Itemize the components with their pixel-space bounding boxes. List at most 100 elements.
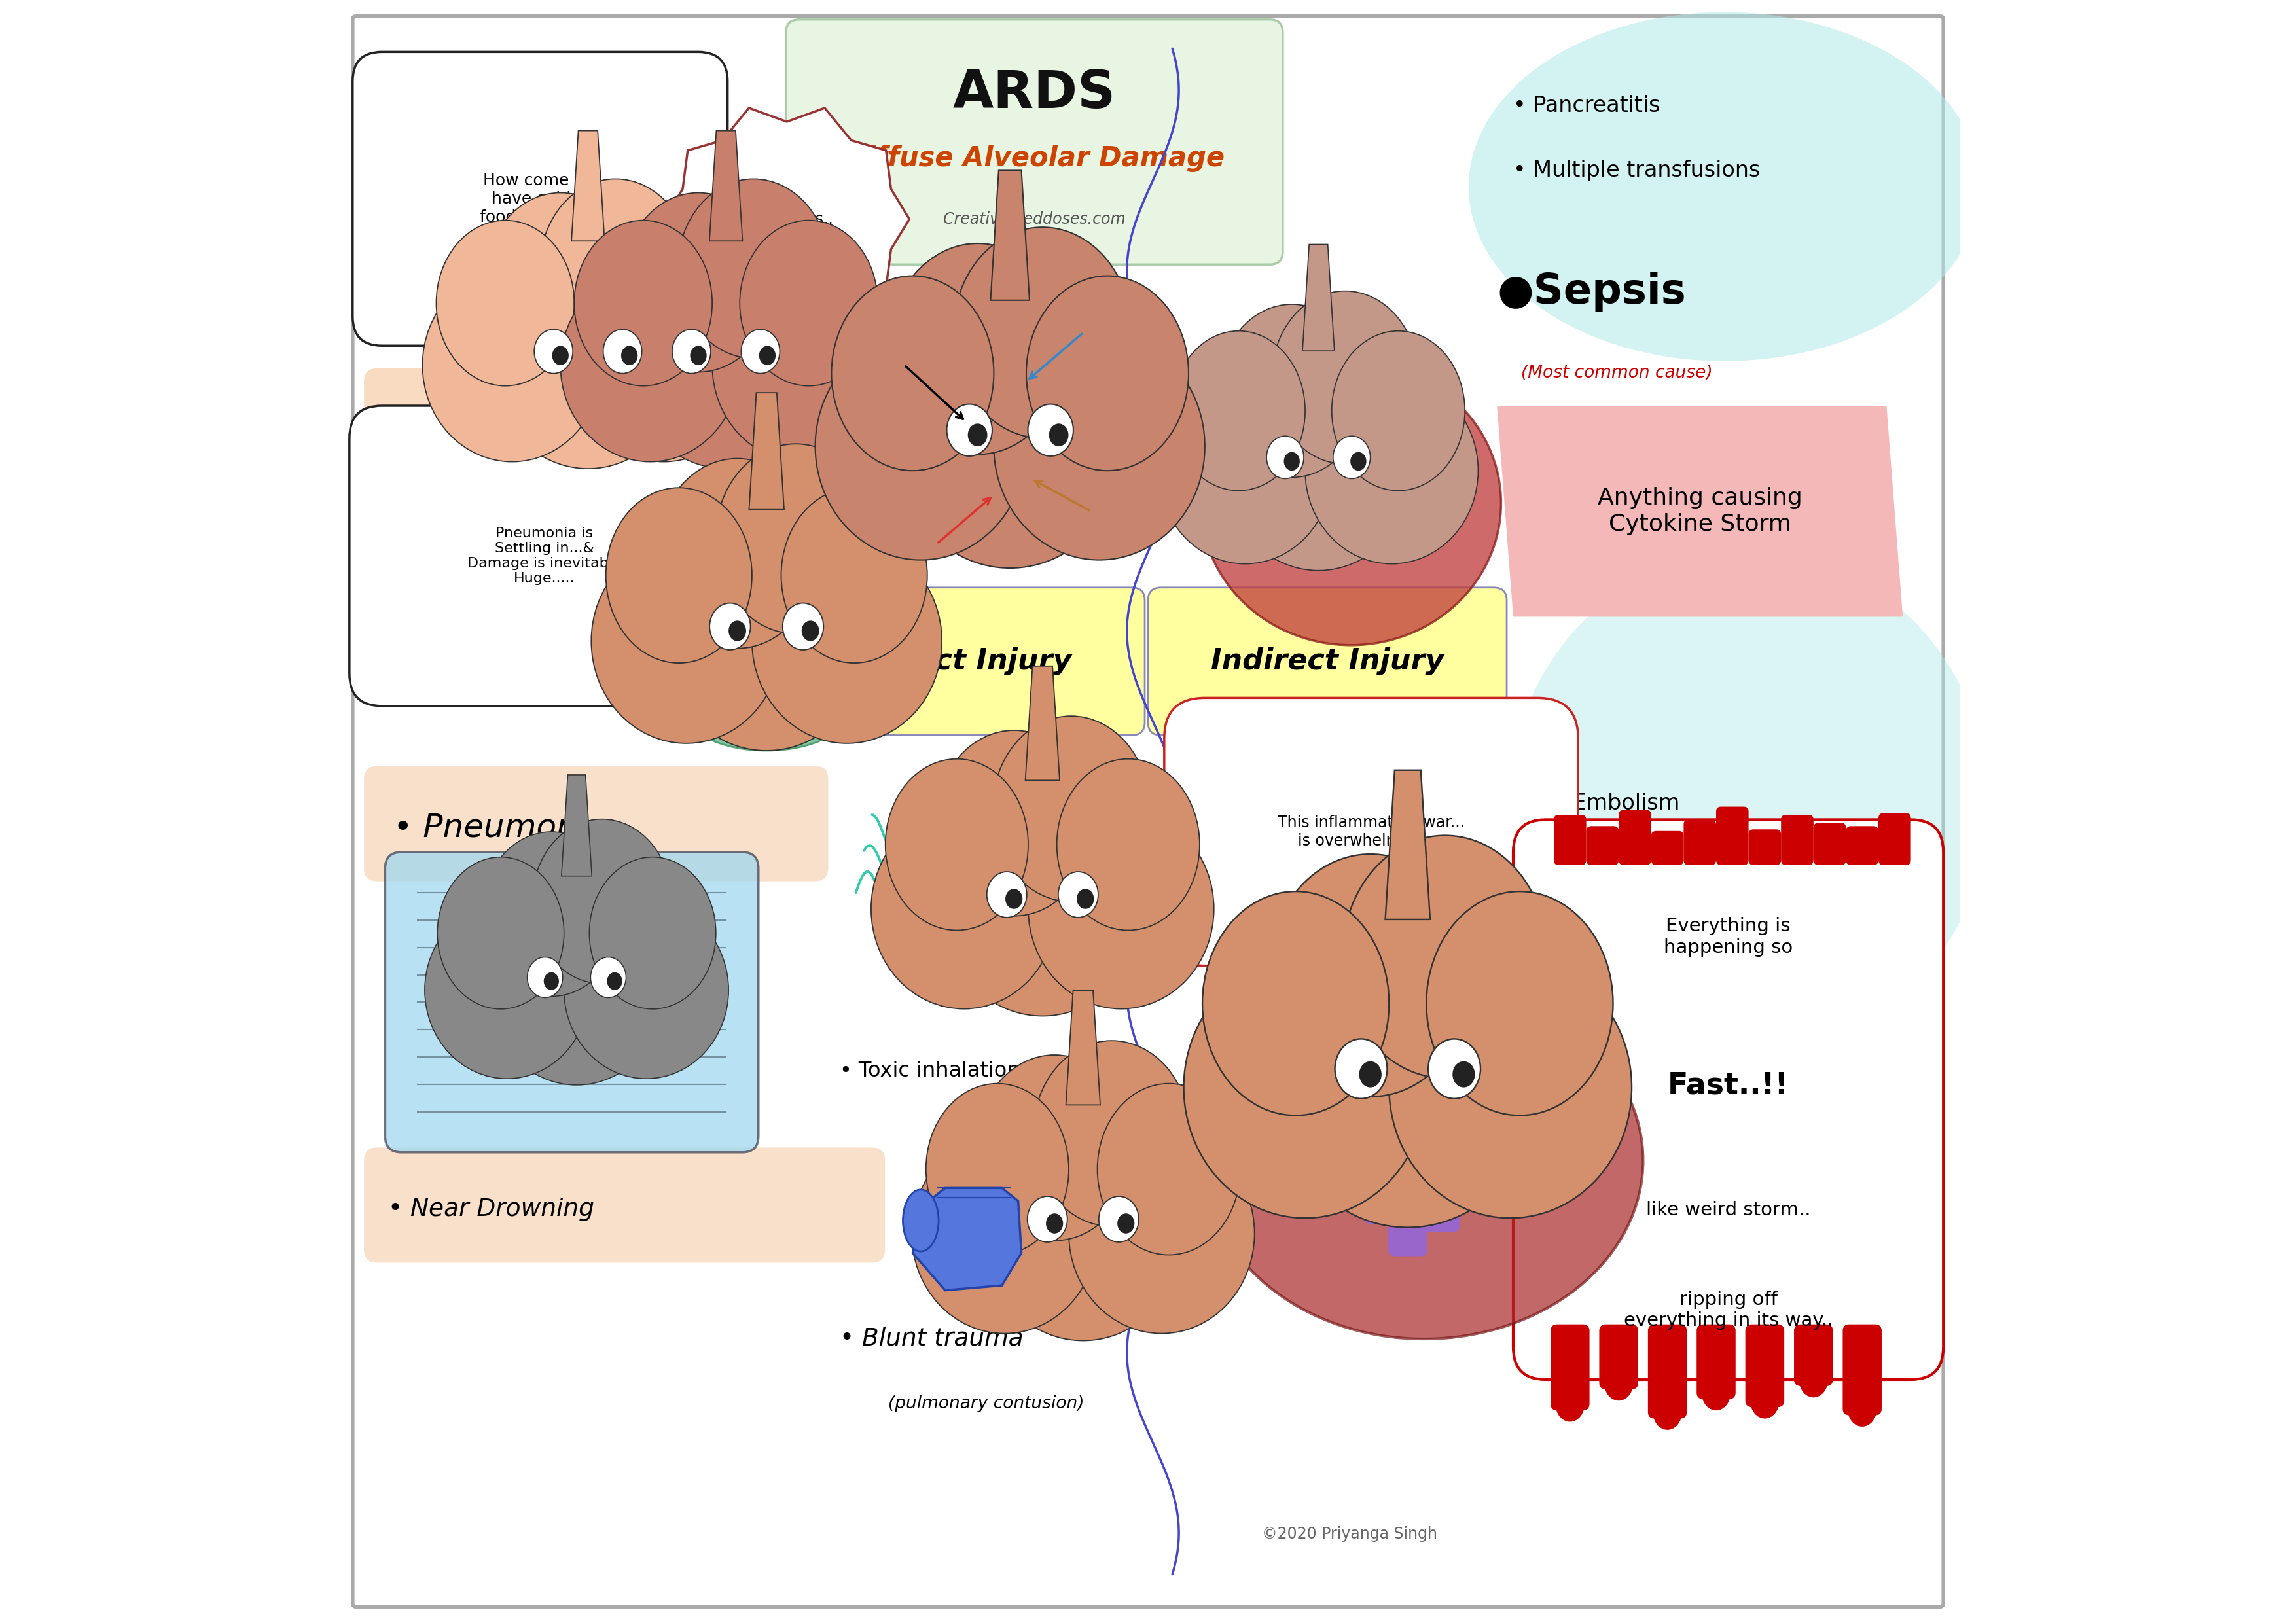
Ellipse shape — [1554, 1386, 1584, 1422]
FancyBboxPatch shape — [365, 1147, 884, 1263]
Ellipse shape — [1049, 424, 1068, 446]
Ellipse shape — [560, 268, 739, 461]
Ellipse shape — [604, 329, 643, 373]
Ellipse shape — [664, 531, 868, 751]
Ellipse shape — [712, 268, 891, 461]
Text: • Pancreatitis: • Pancreatitis — [1513, 94, 1660, 117]
Ellipse shape — [760, 346, 776, 365]
Polygon shape — [748, 393, 785, 510]
Ellipse shape — [742, 329, 781, 373]
Ellipse shape — [682, 662, 852, 751]
Ellipse shape — [622, 193, 774, 372]
Ellipse shape — [691, 346, 707, 365]
Ellipse shape — [728, 620, 746, 641]
Ellipse shape — [709, 604, 751, 649]
Polygon shape — [664, 109, 909, 329]
Ellipse shape — [533, 820, 673, 984]
FancyBboxPatch shape — [1550, 1324, 1589, 1410]
Ellipse shape — [1701, 1375, 1731, 1410]
Ellipse shape — [1205, 982, 1644, 1339]
FancyBboxPatch shape — [354, 16, 1942, 1607]
Ellipse shape — [895, 325, 1123, 568]
Ellipse shape — [489, 896, 666, 1084]
Ellipse shape — [1334, 1039, 1387, 1099]
Polygon shape — [1384, 769, 1430, 919]
FancyBboxPatch shape — [1814, 823, 1846, 865]
Ellipse shape — [870, 808, 1056, 1010]
Text: ★: ★ — [767, 271, 776, 281]
Ellipse shape — [1029, 404, 1072, 456]
Ellipse shape — [482, 831, 620, 997]
Polygon shape — [1065, 990, 1100, 1105]
Ellipse shape — [1100, 1196, 1139, 1242]
Ellipse shape — [535, 329, 572, 373]
Ellipse shape — [1334, 437, 1371, 479]
FancyBboxPatch shape — [354, 52, 728, 346]
Text: ★: ★ — [746, 295, 755, 305]
Ellipse shape — [1077, 889, 1093, 909]
Text: Indirect Injury: Indirect Injury — [1210, 648, 1444, 675]
Ellipse shape — [783, 604, 824, 649]
Ellipse shape — [941, 802, 1143, 1016]
Ellipse shape — [983, 1126, 1182, 1341]
Text: ripping off
everything in its way..: ripping off everything in its way.. — [1623, 1290, 1832, 1329]
FancyBboxPatch shape — [785, 19, 1283, 265]
Ellipse shape — [1033, 1040, 1189, 1227]
Text: ?!!: ?!! — [567, 347, 592, 367]
Text: like weird storm..: like weird storm.. — [1646, 1201, 1812, 1219]
Ellipse shape — [657, 458, 817, 648]
Ellipse shape — [1272, 291, 1419, 464]
FancyBboxPatch shape — [1844, 1324, 1883, 1415]
Ellipse shape — [815, 333, 1026, 560]
Ellipse shape — [953, 227, 1132, 438]
Ellipse shape — [987, 872, 1026, 917]
Ellipse shape — [1428, 1039, 1481, 1099]
Ellipse shape — [1201, 362, 1502, 646]
Ellipse shape — [969, 424, 987, 446]
Ellipse shape — [1277, 948, 1538, 1227]
Text: • Near Drowning: • Near Drowning — [388, 1198, 595, 1220]
FancyBboxPatch shape — [794, 588, 1146, 735]
FancyBboxPatch shape — [1793, 1324, 1832, 1386]
Text: Fast..!!: Fast..!! — [1667, 1071, 1789, 1100]
Ellipse shape — [994, 333, 1205, 560]
Ellipse shape — [1070, 1133, 1254, 1334]
Ellipse shape — [528, 958, 563, 998]
Ellipse shape — [1848, 1391, 1876, 1427]
Ellipse shape — [606, 972, 622, 990]
Ellipse shape — [1159, 378, 1332, 563]
Ellipse shape — [1798, 1362, 1828, 1397]
Text: It's
Burning us..
...alive..: It's Burning us.. ...alive.. — [739, 193, 833, 245]
Ellipse shape — [436, 221, 574, 386]
Ellipse shape — [1047, 1214, 1063, 1233]
FancyBboxPatch shape — [1421, 1113, 1460, 1232]
Text: •Amniotic fluid: •Amniotic fluid — [1513, 898, 1676, 920]
FancyBboxPatch shape — [365, 368, 1104, 484]
Ellipse shape — [677, 179, 829, 359]
Text: Diffuse Alveolar Damage: Diffuse Alveolar Damage — [845, 144, 1224, 172]
Text: Creativemeddoses.com: Creativemeddoses.com — [944, 211, 1125, 227]
Ellipse shape — [1359, 1061, 1382, 1087]
Ellipse shape — [629, 261, 822, 469]
FancyBboxPatch shape — [1164, 698, 1577, 966]
Polygon shape — [563, 774, 592, 876]
Text: • Aspiration of Gastric Content: • Aspiration of Gastric Content — [388, 420, 712, 440]
Text: ★: ★ — [783, 287, 792, 297]
Text: • Blunt trauma: • Blunt trauma — [840, 1328, 1024, 1350]
Ellipse shape — [657, 383, 794, 445]
Ellipse shape — [606, 487, 753, 664]
Ellipse shape — [1267, 854, 1474, 1097]
FancyBboxPatch shape — [1649, 1324, 1688, 1419]
Text: ©2020 Priyanga Singh: ©2020 Priyanga Singh — [1261, 1526, 1437, 1542]
Ellipse shape — [831, 276, 994, 471]
Ellipse shape — [1118, 1214, 1134, 1233]
FancyBboxPatch shape — [1554, 815, 1587, 865]
Ellipse shape — [912, 1133, 1097, 1334]
Ellipse shape — [484, 193, 636, 372]
FancyBboxPatch shape — [1651, 831, 1683, 865]
Text: • Multiple transfusions: • Multiple transfusions — [1513, 159, 1761, 182]
Ellipse shape — [602, 221, 739, 386]
Ellipse shape — [1006, 889, 1022, 909]
Ellipse shape — [946, 404, 992, 456]
Ellipse shape — [1056, 760, 1199, 930]
